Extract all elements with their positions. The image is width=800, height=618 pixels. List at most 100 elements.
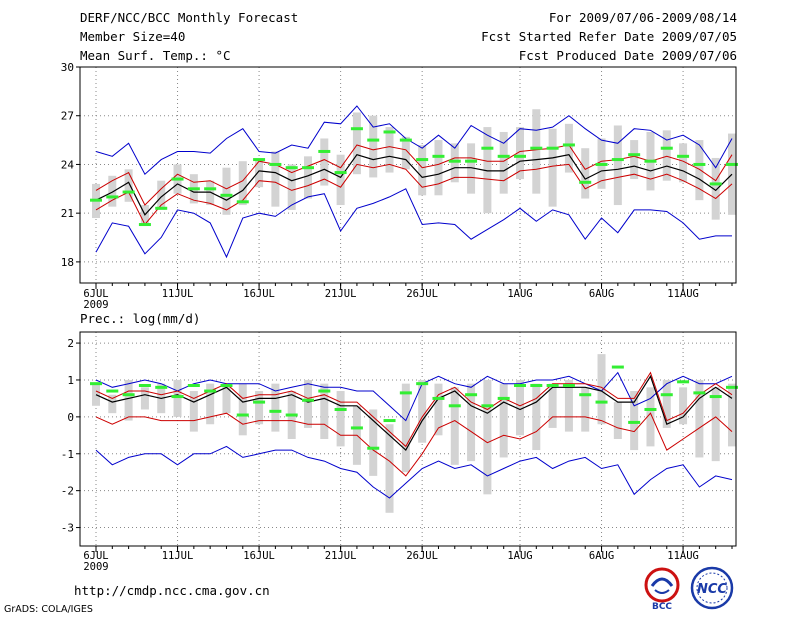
prec-observed-marker: [448, 404, 461, 408]
temp-observed-marker: [677, 154, 690, 158]
prec-observed-marker: [106, 389, 119, 393]
prec-observed-marker: [660, 393, 673, 397]
temp-x-tick-label: 16JUL: [243, 288, 275, 300]
temp-spread-box: [222, 167, 231, 215]
temp-observed-marker: [122, 190, 135, 194]
temp-observed-marker: [546, 146, 559, 150]
temp-observed-marker: [432, 154, 445, 158]
temp-spread-box: [304, 156, 312, 199]
temp-spread-box: [369, 115, 378, 178]
temp-spread-box: [613, 125, 622, 206]
prec-inner-lower-line: [95, 412, 733, 477]
temp-observed-marker: [318, 149, 331, 153]
prec-spread-box: [255, 391, 264, 425]
temp-observed-marker: [481, 146, 494, 150]
forecast-period-label: For 2009/07/06-2009/08/14: [548, 10, 737, 25]
temp-observed-marker: [350, 127, 363, 131]
prec-upper-bound-line: [95, 371, 733, 422]
chart-title: DERF/NCC/BCC Monthly Forecast: [80, 10, 299, 25]
temp-observed-marker: [448, 159, 461, 163]
prec-x-tick-label: 1AUG: [507, 550, 532, 562]
prec-spread-box: [271, 383, 280, 432]
temp-spread-box: [157, 180, 166, 210]
temp-x-tick-label: 26JUL: [406, 288, 438, 300]
prec-spread-box: [189, 391, 198, 432]
temp-upper-bound-line: [95, 105, 733, 175]
temp-spread-box: [434, 140, 443, 196]
prec-axis-title: Prec.: log(mm/d): [80, 311, 200, 326]
prec-observed-marker: [302, 398, 314, 402]
prec-y-tick-label: 2: [67, 337, 74, 350]
temp-x-tick-label: 11AUG: [667, 288, 699, 300]
prec-observed-marker: [253, 400, 266, 404]
temp-spread-box: [679, 143, 688, 183]
prec-spread-box: [320, 383, 329, 439]
prec-observed-marker: [236, 413, 249, 417]
prec-observed-marker: [399, 391, 412, 395]
temp-observed-marker: [334, 171, 347, 175]
prec-observed-marker: [432, 396, 445, 400]
prec-plot-frame: [79, 331, 737, 547]
temp-spread-box: [499, 131, 508, 194]
prec-spread-box: [336, 391, 345, 447]
temp-observed-marker: [90, 198, 102, 202]
temp-observed-marker: [383, 130, 396, 134]
prec-inner-upper-line: [95, 371, 733, 448]
temp-observed-marker: [497, 154, 510, 158]
temp-observed-marker: [530, 146, 543, 150]
prec-spread-box: [548, 383, 557, 428]
prec-observed-marker: [334, 407, 347, 411]
temp-spread-box: [238, 161, 247, 206]
prec-spread-box: [728, 383, 736, 447]
prec-observed-marker: [595, 400, 608, 404]
prec-spread-box: [646, 387, 655, 447]
prec-year-label: 2009: [83, 561, 108, 573]
temp-observed-marker: [367, 138, 380, 142]
prec-spread-box: [124, 379, 133, 421]
prec-x-tick-label: 26JUL: [406, 550, 438, 562]
ncc-logo: NCC: [690, 566, 734, 610]
temp-y-tick-label: 18: [61, 256, 74, 269]
temp-x-tick-label: 21JUL: [325, 288, 357, 300]
prec-spread-box: [516, 379, 524, 436]
prec-spread-box: [140, 387, 149, 410]
prec-x-tick-label: 21JUL: [325, 550, 357, 562]
prec-observed-marker: [677, 380, 690, 384]
bcc-logo-text: BCC: [652, 602, 672, 610]
temp-spread-box: [467, 143, 476, 194]
prec-observed-marker: [514, 384, 526, 387]
prec-observed-marker: [530, 384, 543, 387]
temp-lower-bound-line: [95, 188, 732, 259]
ncc-logo-text: NCC: [697, 582, 727, 597]
prec-observed-marker: [546, 384, 559, 387]
temp-mean-line: [95, 154, 733, 216]
prec-spread-box: [369, 409, 378, 476]
temp-spread-box: [352, 112, 361, 175]
temp-spread-box: [711, 157, 720, 220]
prec-y-tick-label: 1: [67, 374, 74, 387]
prec-y-tick-label: 0: [67, 411, 74, 424]
prec-observed-marker: [465, 393, 478, 397]
prec-spread-box: [238, 383, 247, 436]
prec-spread-box: [418, 379, 427, 443]
temp-observed-marker: [138, 223, 151, 227]
prec-x-tick-label: 11JUL: [162, 550, 194, 562]
prec-observed-marker: [367, 446, 380, 450]
prec-spread-box: [206, 383, 215, 425]
temp-observed-marker: [579, 180, 592, 184]
prec-observed-marker: [138, 384, 151, 387]
temp-x-tick-label: 6AUG: [589, 288, 614, 300]
temp-observed-marker: [187, 187, 200, 191]
prec-spread-box: [108, 394, 117, 414]
temp-observed-marker: [465, 159, 478, 163]
prec-spread-box: [173, 379, 182, 417]
source-url-link[interactable]: http://cmdp.ncc.cma.gov.cn: [74, 583, 270, 598]
prec-spread-box: [532, 383, 541, 451]
temp-spread-box: [401, 136, 410, 170]
prec-observed-marker: [285, 413, 298, 417]
temp-spread-box: [564, 123, 573, 173]
prec-observed-marker: [171, 395, 184, 399]
temp-spread-box: [630, 140, 639, 180]
